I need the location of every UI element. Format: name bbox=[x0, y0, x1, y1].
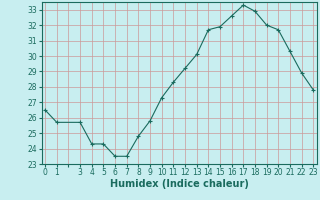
X-axis label: Humidex (Indice chaleur): Humidex (Indice chaleur) bbox=[110, 179, 249, 189]
